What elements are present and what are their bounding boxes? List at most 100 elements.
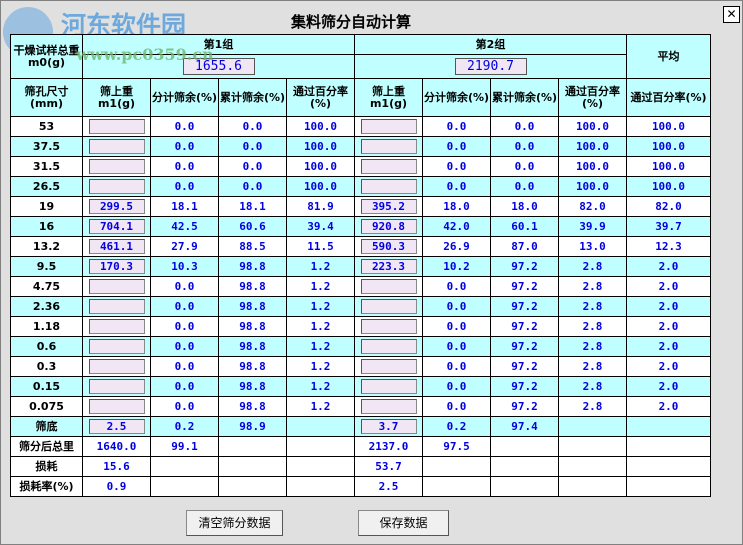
g2-m1-input[interactable]: 590.3 bbox=[360, 239, 417, 254]
g2-lei: 0.0 bbox=[490, 156, 559, 177]
g2-m1-input[interactable] bbox=[360, 279, 417, 294]
g2-m1-input[interactable]: 395.2 bbox=[360, 199, 417, 214]
sieve-row: 0.075 0.0 98.8 1.2 0.0 97.2 2.8 2.0 bbox=[10, 396, 711, 417]
g2-lei: 87.0 bbox=[490, 236, 559, 257]
g2-fen: 0.0 bbox=[422, 336, 491, 357]
average-pass: 100.0 bbox=[626, 156, 711, 177]
sieve-row: 1.18 0.0 98.8 1.2 0.0 97.2 2.8 2.0 bbox=[10, 316, 711, 337]
g2-tong: 13.0 bbox=[558, 236, 627, 257]
g1-fen: 27.9 bbox=[150, 236, 219, 257]
sieve-size: 筛底 bbox=[10, 416, 83, 437]
g1-m1-input[interactable] bbox=[88, 299, 145, 314]
g2-tong: 2.8 bbox=[558, 376, 627, 397]
g1-fen: 0.2 bbox=[150, 416, 219, 437]
g2-tong: 2.8 bbox=[558, 336, 627, 357]
g2-fen: 0.0 bbox=[422, 376, 491, 397]
g1-m1-cell bbox=[82, 376, 151, 397]
g2-tong: 100.0 bbox=[558, 116, 627, 137]
g2-m1-cell bbox=[354, 356, 423, 377]
g1-tong: 1.2 bbox=[286, 276, 355, 297]
g1-m1-input[interactable]: 170.3 bbox=[88, 259, 145, 274]
average-pass: 39.7 bbox=[626, 216, 711, 237]
g2-m1-input[interactable]: 223.3 bbox=[360, 259, 417, 274]
g2-tong: 82.0 bbox=[558, 196, 627, 217]
g2-m1-input[interactable] bbox=[360, 339, 417, 354]
sieve-row: 13.2 461.1 27.9 88.5 11.5 590.3 26.9 87.0 13.0 12… bbox=[10, 236, 711, 257]
g2-fen: 0.0 bbox=[422, 316, 491, 337]
group1-total-input[interactable]: 1655.6 bbox=[182, 58, 255, 75]
average-pass: 100.0 bbox=[626, 176, 711, 197]
close-button[interactable]: ✕ bbox=[723, 6, 740, 23]
g1-tong: 100.0 bbox=[286, 136, 355, 157]
clear-data-button[interactable]: 清空筛分数据 bbox=[186, 510, 283, 536]
g1-m1-input[interactable]: 2.5 bbox=[88, 419, 145, 434]
g2-m1-input[interactable]: 920.8 bbox=[360, 219, 417, 234]
g2-m1-input[interactable] bbox=[360, 179, 417, 194]
g2-m1-input[interactable] bbox=[360, 359, 417, 374]
g1-m1-input[interactable]: 299.5 bbox=[88, 199, 145, 214]
sieve-size: 4.75 bbox=[10, 276, 83, 297]
g2-summary-percent bbox=[422, 456, 491, 477]
g1-m1-input[interactable] bbox=[88, 159, 145, 174]
g1-m1-cell bbox=[82, 396, 151, 417]
group2-total-input[interactable]: 2190.7 bbox=[454, 58, 527, 75]
g1-m1-input[interactable]: 704.1 bbox=[88, 219, 145, 234]
sieve-size: 9.5 bbox=[10, 256, 83, 277]
g2-m1-input[interactable] bbox=[360, 319, 417, 334]
g1-m1-input[interactable] bbox=[88, 379, 145, 394]
g1-fen: 18.1 bbox=[150, 196, 219, 217]
g2-m1-input[interactable]: 3.7 bbox=[360, 419, 417, 434]
g1-lei: 60.6 bbox=[218, 216, 287, 237]
sieve-table: 干燥试样总重m0(g) 第1组 第2组 平均 1655.6 2190.7 筛孔尺… bbox=[10, 34, 711, 497]
sieve-row: 4.75 0.0 98.8 1.2 0.0 97.2 2.8 2.0 bbox=[10, 276, 711, 297]
g1-m1-input[interactable] bbox=[88, 119, 145, 134]
g1-lei: 88.5 bbox=[218, 236, 287, 257]
g2-fen: 0.0 bbox=[422, 356, 491, 377]
g2-m1-input[interactable] bbox=[360, 399, 417, 414]
g1-m1-cell: 299.5 bbox=[82, 196, 151, 217]
g2-fen: 0.2 bbox=[422, 416, 491, 437]
g1-tong: 100.0 bbox=[286, 156, 355, 177]
save-data-button[interactable]: 保存数据 bbox=[358, 510, 449, 536]
g1-m1-input[interactable] bbox=[88, 359, 145, 374]
average-pass bbox=[626, 416, 711, 437]
summary-row: 损耗 15.6 53.7 bbox=[10, 456, 711, 477]
g2-m1-cell bbox=[354, 116, 423, 137]
g2-m1-cell bbox=[354, 316, 423, 337]
group2-header: 第2组 bbox=[354, 34, 627, 55]
average-pass: 12.3 bbox=[626, 236, 711, 257]
col-header-g2-fen: 分计筛余(%) bbox=[422, 78, 491, 117]
summary-label: 损耗率(%) bbox=[10, 476, 83, 497]
g2-fen: 0.0 bbox=[422, 156, 491, 177]
g2-lei: 97.2 bbox=[490, 336, 559, 357]
g1-m1-cell bbox=[82, 296, 151, 317]
g1-lei: 0.0 bbox=[218, 156, 287, 177]
g2-tong: 2.8 bbox=[558, 356, 627, 377]
g1-m1-input[interactable] bbox=[88, 399, 145, 414]
g2-m1-input[interactable] bbox=[360, 139, 417, 154]
g1-summary-value: 1640.0 bbox=[82, 436, 151, 457]
g1-fen: 0.0 bbox=[150, 276, 219, 297]
g1-m1-input[interactable]: 461.1 bbox=[88, 239, 145, 254]
g2-m1-input[interactable] bbox=[360, 119, 417, 134]
g2-m1-input[interactable] bbox=[360, 159, 417, 174]
g1-fen: 0.0 bbox=[150, 376, 219, 397]
g1-summary-value: 0.9 bbox=[82, 476, 151, 497]
g1-m1-cell bbox=[82, 176, 151, 197]
empty-cell bbox=[490, 436, 559, 457]
sieve-row: 2.36 0.0 98.8 1.2 0.0 97.2 2.8 2.0 bbox=[10, 296, 711, 317]
g1-m1-input[interactable] bbox=[88, 279, 145, 294]
g2-m1-input[interactable] bbox=[360, 299, 417, 314]
g1-m1-input[interactable] bbox=[88, 139, 145, 154]
sieve-row: 0.15 0.0 98.8 1.2 0.0 97.2 2.8 2.0 bbox=[10, 376, 711, 397]
sieve-size: 19 bbox=[10, 196, 83, 217]
g2-fen: 10.2 bbox=[422, 256, 491, 277]
g1-m1-input[interactable] bbox=[88, 339, 145, 354]
sieve-row: 0.3 0.0 98.8 1.2 0.0 97.2 2.8 2.0 bbox=[10, 356, 711, 377]
g2-m1-input[interactable] bbox=[360, 379, 417, 394]
g1-tong: 100.0 bbox=[286, 116, 355, 137]
g1-m1-input[interactable] bbox=[88, 319, 145, 334]
g1-lei: 0.0 bbox=[218, 136, 287, 157]
col-header-average: 通过百分率(%) bbox=[626, 78, 711, 117]
g1-m1-input[interactable] bbox=[88, 179, 145, 194]
